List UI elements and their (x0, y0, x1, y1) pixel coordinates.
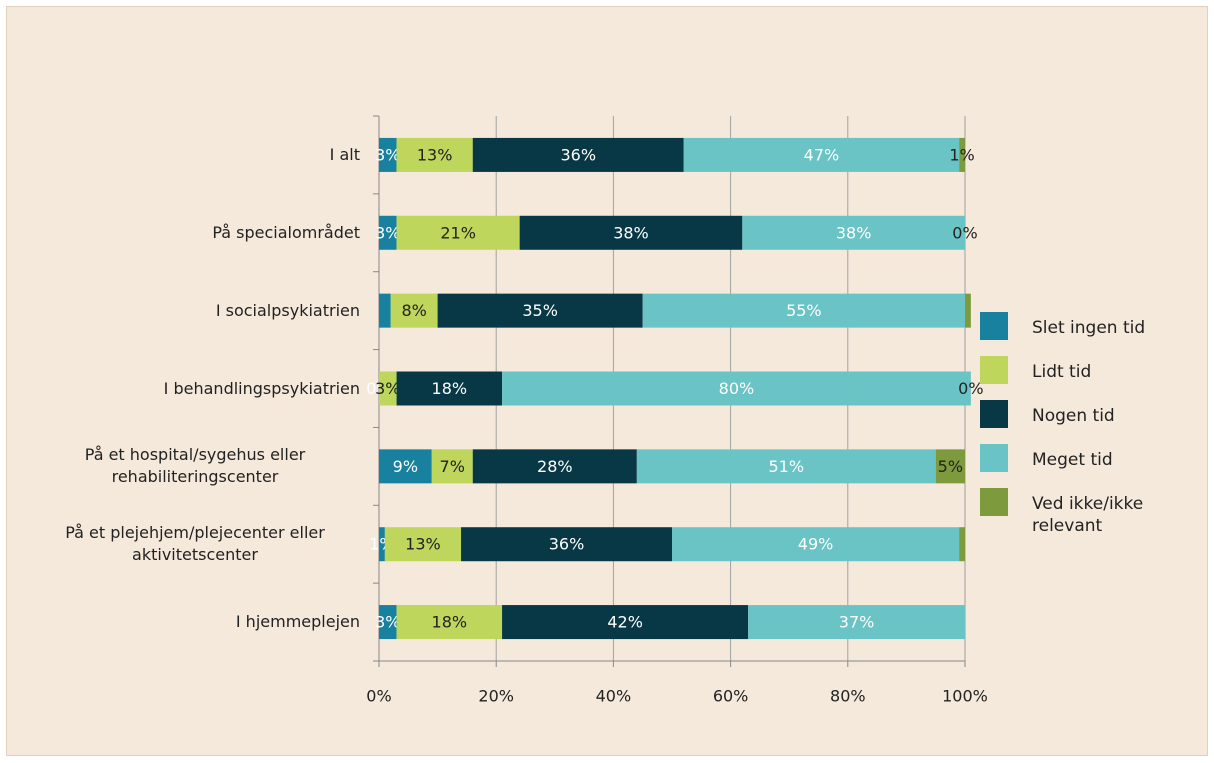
legend-label-text: Ved ikke/ikke relevant (1032, 494, 1144, 536)
data-label: 42% (607, 613, 643, 632)
x-tick-label: 80% (830, 687, 866, 706)
bar-segment (437, 293, 643, 328)
data-label: 7% (440, 457, 465, 476)
category-label: I socialpsykiatrien (30, 300, 360, 322)
data-label: 38% (836, 223, 872, 242)
bar-segment (396, 605, 503, 640)
data-label: 1% (949, 145, 974, 164)
x-tick-label: 0% (366, 687, 391, 706)
data-label: 3% (375, 613, 400, 632)
category-label-text: I alt (329, 144, 360, 164)
data-label: 18% (432, 613, 468, 632)
category-label-text: I hjemmeplejen (235, 612, 360, 632)
bar-segment (379, 137, 397, 172)
legend-label: Ved ikke/ikke relevant (1032, 493, 1172, 537)
legend-label-text: Slet ingen tid (1032, 318, 1146, 338)
x-tick-label: 100% (942, 687, 988, 706)
bar-segment (379, 527, 385, 562)
bar-segment (472, 449, 637, 484)
legend-label: Slet ingen tid (1032, 317, 1172, 339)
data-label: 0% (952, 223, 977, 242)
bar-segment (396, 215, 520, 250)
data-label: 36% (549, 535, 585, 554)
bar-segment (396, 137, 473, 172)
legend-label: Meget tid (1032, 449, 1172, 471)
bar-segment (502, 371, 971, 406)
data-label: 8% (401, 301, 426, 320)
bar-segment (379, 371, 397, 406)
bar-segment (672, 527, 960, 562)
data-label: 51% (768, 457, 804, 476)
bar-segment (636, 449, 936, 484)
bar-segment (519, 215, 743, 250)
bar-segment (965, 293, 971, 328)
bar-segment (935, 449, 965, 484)
legend-label-text: Meget tid (1032, 450, 1113, 470)
x-tick-label: 20% (478, 687, 514, 706)
bar-segment (431, 449, 473, 484)
bar-segment (390, 293, 438, 328)
data-label: 35% (522, 301, 558, 320)
bar-segment (683, 137, 960, 172)
legend-label: Nogen tid (1032, 405, 1172, 427)
bar-segment (502, 605, 749, 640)
data-label: 5% (938, 457, 963, 476)
category-label-text: I socialpsykiatrien (215, 300, 360, 320)
category-label: I behandlingspsykiatrien (30, 378, 360, 400)
data-label: 55% (786, 301, 822, 320)
data-label: 18% (432, 379, 468, 398)
data-label: 13% (417, 145, 453, 164)
data-label: 80% (719, 379, 755, 398)
bar-segment (742, 215, 965, 250)
category-label: På specialområdet (30, 222, 360, 244)
bar-segment (384, 527, 462, 562)
data-label: 47% (804, 145, 840, 164)
legend-label-text: Lidt tid (1032, 362, 1092, 382)
bar-segment (396, 371, 503, 406)
bar-segment (959, 137, 965, 172)
category-label: På et plejehjem/plejecenter eller aktivi… (30, 522, 360, 566)
bar-segment (472, 137, 684, 172)
category-label: På et hospital/sygehus eller rehabiliter… (30, 444, 360, 488)
data-label: 13% (405, 535, 441, 554)
bar-segment (379, 605, 397, 640)
category-label: I hjemmeplejen (30, 611, 360, 633)
data-label: 3% (375, 379, 400, 398)
bar-segment (379, 293, 391, 328)
bar-segment (748, 605, 965, 640)
bar-segment (379, 215, 397, 250)
bar-segment (959, 527, 965, 562)
bar-segment (461, 527, 672, 562)
data-label: 36% (560, 145, 596, 164)
bar-segment (642, 293, 965, 328)
data-label: 21% (440, 223, 476, 242)
legend-swatch (980, 488, 1008, 516)
data-label: 9% (393, 457, 418, 476)
category-label-text: I behandlingspsykiatrien (163, 378, 360, 398)
category-label-text: På specialområdet (212, 222, 360, 242)
legend-swatch (980, 312, 1008, 340)
legend-swatch (980, 400, 1008, 428)
x-tick-label: 40% (596, 687, 632, 706)
data-label: 3% (375, 223, 400, 242)
data-label: 38% (613, 223, 649, 242)
category-label: I alt (30, 144, 360, 166)
data-label: 0% (958, 379, 983, 398)
data-label: 28% (537, 457, 573, 476)
legend-label-text: Nogen tid (1032, 406, 1115, 426)
bar-segment (379, 449, 432, 484)
legend-swatch (980, 356, 1008, 384)
data-label: 3% (375, 145, 400, 164)
legend-label: Lidt tid (1032, 361, 1172, 383)
data-label: 37% (839, 613, 875, 632)
category-label-text: På et plejehjem/plejecenter eller aktivi… (65, 523, 325, 565)
category-label-text: På et hospital/sygehus eller rehabiliter… (84, 445, 306, 487)
x-tick-label: 60% (713, 687, 749, 706)
legend-swatch (980, 444, 1008, 472)
data-label: 49% (798, 535, 834, 554)
